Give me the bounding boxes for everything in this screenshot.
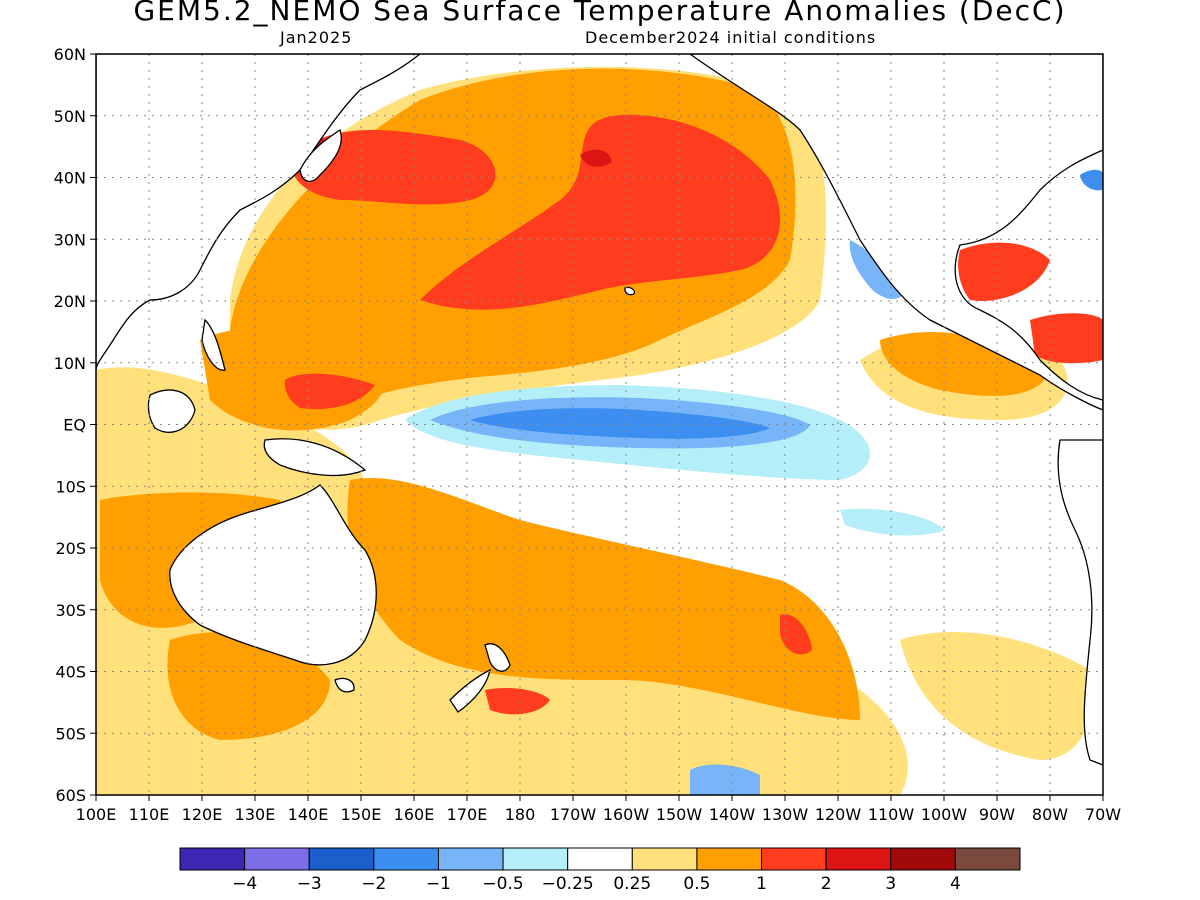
- anomaly-core-gulf-of-mexico: [958, 242, 1050, 301]
- latitude-tick-label: 50N: [54, 107, 86, 126]
- latitude-tick-label: 20S: [55, 539, 86, 558]
- colorbar-label: −4: [232, 874, 257, 894]
- landmass-australia: [169, 484, 377, 666]
- anomaly-cool-southern-ocean: [690, 764, 760, 795]
- initial-conditions-label: December2024 initial conditions: [585, 28, 877, 47]
- longitude-tick-label: 160W: [603, 805, 650, 824]
- anomaly-peak-northeast-pacific: [580, 149, 612, 167]
- colorbar: −4 −3 −2 −1 −0.5 −0.25 0.25 0.5 1 2 3 4: [179, 847, 1021, 894]
- landmass-north-america: [688, 54, 1103, 411]
- latitude-tick-label: 40N: [54, 169, 86, 188]
- latitude-axis: 60N 50N 40N 30N 20N 10N EQ 10S 20S 30S 40S 50S 60S: [54, 45, 96, 805]
- anomaly-cool-atlantic: [1080, 169, 1103, 191]
- valid-month-label: Jan2025: [280, 28, 353, 47]
- colorbar-swatch: [437, 847, 504, 871]
- latitude-tick-label: 60N: [54, 45, 86, 64]
- landmass-borneo: [147, 389, 196, 433]
- colorbar-swatch: [308, 847, 375, 871]
- gridlines: [96, 54, 1103, 795]
- longitude-tick-label: 80W: [1032, 805, 1068, 824]
- landmass-asia: [96, 54, 422, 371]
- colorbar-swatch: [631, 847, 698, 871]
- colorbar-label: 2: [821, 874, 832, 894]
- latitude-tick-label: 30N: [54, 230, 86, 249]
- longitude-tick-label: 100W: [921, 805, 968, 824]
- latitude-tick-label: 60S: [55, 786, 86, 805]
- colorbar-swatch: [567, 847, 633, 871]
- landmass-new-guinea: [263, 438, 367, 477]
- longitude-tick-label: 100E: [76, 805, 117, 824]
- landmass-new-zealand-north: [484, 643, 511, 672]
- anomaly-core-south-central-pacific: [780, 614, 812, 655]
- latitude-tick-label: EQ: [63, 416, 86, 435]
- anomaly-core-warm-pool: [284, 373, 375, 410]
- landmass-hawaii: [624, 286, 636, 296]
- latitude-tick-label: 50S: [55, 724, 86, 743]
- longitude-tick-label: 150E: [341, 805, 382, 824]
- anomaly-core-kuroshio: [292, 130, 496, 205]
- anomaly-core-northeast-pacific: [420, 114, 780, 310]
- landmass-south-america: [1057, 439, 1103, 766]
- longitude-tick-label: 110E: [129, 805, 170, 824]
- anomaly-band-south-east-light: [900, 631, 1093, 760]
- longitude-tick-label: 120W: [815, 805, 862, 824]
- longitude-axis: 100E 110E 120E 130E 140E 150E 160E 170E 180 170W 1…: [76, 795, 1121, 824]
- landmass-japan: [299, 128, 342, 182]
- colorbar-label: −1: [426, 874, 451, 894]
- longitude-tick-label: 170W: [550, 805, 597, 824]
- latitude-tick-label: 20N: [54, 292, 86, 311]
- longitude-tick-label: 130E: [235, 805, 276, 824]
- longitude-tick-label: 140E: [288, 805, 329, 824]
- latitude-tick-label: 30S: [55, 601, 86, 620]
- anomaly-band-south-pacific-moderate: [347, 478, 860, 720]
- colorbar-swatch: [179, 847, 246, 871]
- colorbar-label: 0.5: [683, 874, 710, 894]
- colorbar-label: −0.5: [482, 874, 523, 894]
- map-title: GEM5.2_NEMO Sea Surface Temperature Anom…: [133, 0, 1067, 27]
- colorbar-label: 1: [756, 874, 767, 894]
- longitude-tick-label: 130W: [762, 805, 809, 824]
- longitude-tick-label: 150W: [656, 805, 703, 824]
- longitude-tick-label: 160E: [394, 805, 435, 824]
- colorbar-swatch: [373, 847, 439, 871]
- longitude-tick-label: 140W: [709, 805, 756, 824]
- anomaly-cool-southeast-pacific: [840, 508, 945, 536]
- longitude-tick-label: 110W: [868, 805, 915, 824]
- colorbar-label: −0.25: [542, 874, 594, 894]
- colorbar-label: 0.25: [613, 874, 651, 894]
- anomaly-field: [96, 66, 1103, 795]
- colorbar-swatch: [954, 847, 1021, 871]
- colorbar-swatch: [825, 847, 892, 871]
- anomaly-band-southern-ocean-moderate: [167, 632, 330, 740]
- latitude-tick-label: 10N: [54, 354, 86, 373]
- colorbar-label: −2: [361, 874, 386, 894]
- longitude-tick-label: 70W: [1085, 805, 1121, 824]
- anomaly-core-south-west-pacific: [485, 688, 550, 715]
- longitude-tick-label: 120E: [182, 805, 223, 824]
- coastlines: [96, 54, 1103, 766]
- colorbar-label: 4: [950, 874, 961, 894]
- longitude-tick-label: 90W: [979, 805, 1015, 824]
- anomaly-core-caribbean: [1030, 313, 1103, 364]
- longitude-tick-label: 170E: [447, 805, 488, 824]
- colorbar-swatch: [890, 847, 956, 871]
- colorbar-label: −3: [297, 874, 322, 894]
- landmass-philippines: [201, 318, 226, 371]
- landmass-new-zealand-south: [449, 668, 491, 713]
- longitude-tick-label: 180: [505, 805, 536, 824]
- colorbar-swatch: [696, 847, 763, 871]
- landmass-tasmania: [334, 677, 355, 693]
- colorbar-swatch: [761, 847, 827, 871]
- colorbar-label: 3: [885, 874, 896, 894]
- latitude-tick-label: 40S: [55, 663, 86, 682]
- colorbar-swatch: [244, 847, 310, 871]
- colorbar-swatch: [502, 847, 569, 871]
- latitude-tick-label: 10S: [55, 477, 86, 496]
- anomaly-cold-tongue-strong: [470, 408, 770, 439]
